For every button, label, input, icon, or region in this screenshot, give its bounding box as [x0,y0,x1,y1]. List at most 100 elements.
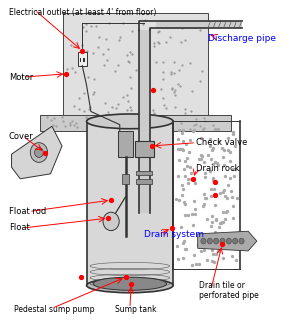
Point [218,221,223,226]
Point [174,196,179,202]
Point [68,121,73,126]
Point [67,117,72,123]
Point [84,115,88,120]
Point [141,21,146,27]
Point [190,262,195,267]
Point [196,242,200,247]
Point [201,201,206,207]
Point [92,89,96,94]
Point [220,145,225,150]
Point [174,244,179,249]
Point [118,34,122,40]
Point [98,124,103,129]
Point [198,28,203,33]
Point [198,23,203,29]
Point [88,24,93,29]
Point [212,187,217,192]
Polygon shape [40,115,231,131]
Circle shape [226,238,231,244]
Point [164,105,169,111]
Point [212,260,217,265]
Point [214,161,219,166]
Point [190,128,195,133]
Point [227,231,232,236]
Point [183,213,187,218]
Point [189,177,194,182]
Point [142,81,146,86]
Point [92,76,97,81]
Point [177,157,181,162]
Point [93,122,98,127]
Text: Motor: Motor [9,72,33,82]
Point [96,34,101,39]
Point [216,249,221,254]
Point [151,110,156,115]
Point [201,125,206,131]
Point [144,58,149,63]
Point [150,120,155,125]
Point [141,99,146,104]
Point [80,24,85,30]
Point [167,116,171,121]
Point [169,85,174,91]
Point [220,190,225,195]
Point [51,123,55,128]
Point [72,103,77,108]
Polygon shape [11,126,62,179]
Point [221,210,226,215]
Ellipse shape [86,114,173,129]
Text: Check valve: Check valve [196,138,248,147]
Point [121,94,125,99]
Point [117,116,122,122]
Point [222,216,227,221]
Point [187,150,192,155]
Text: Drain system: Drain system [144,230,204,239]
Point [188,171,193,176]
Point [231,240,236,246]
Point [198,123,203,128]
Point [70,66,75,71]
Text: Float: Float [9,223,29,233]
Point [188,126,193,132]
Point [212,127,217,132]
Point [85,74,90,79]
Point [176,81,180,86]
Point [152,40,157,46]
Point [87,104,92,109]
Point [45,114,50,120]
Point [217,191,222,196]
Point [157,41,161,46]
Polygon shape [86,121,173,285]
Point [197,261,201,267]
Circle shape [220,238,225,244]
Point [151,125,155,130]
Point [208,187,213,192]
Point [214,217,218,222]
Point [178,83,183,89]
Point [208,144,213,149]
Point [183,247,188,252]
Point [202,170,207,175]
Point [65,66,70,72]
Point [172,90,177,95]
Point [156,40,161,45]
Point [211,176,215,181]
Text: Discharge pipe: Discharge pipe [208,34,276,43]
Point [96,45,100,50]
Point [69,118,74,123]
Point [102,62,106,68]
Point [110,117,115,123]
Point [76,106,81,112]
Polygon shape [156,21,242,28]
Point [214,252,219,257]
Text: Cover: Cover [9,132,33,141]
Point [183,201,188,207]
Point [183,246,188,251]
Point [192,252,196,257]
Point [194,261,199,266]
Point [202,159,206,164]
Point [113,69,118,74]
Point [115,101,120,107]
Point [127,104,132,110]
Point [229,189,234,194]
